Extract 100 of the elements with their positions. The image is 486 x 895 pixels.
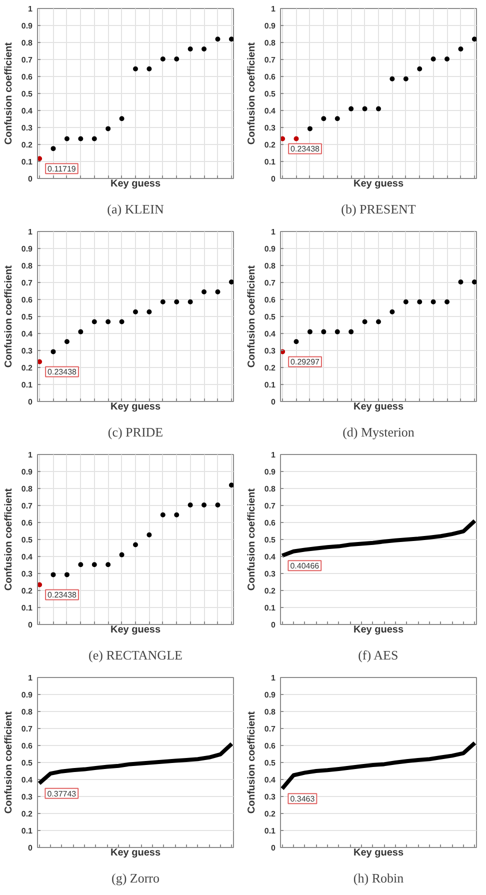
annotation: 0.23438 [48, 590, 78, 600]
y-tick-label: 0.7 [21, 724, 34, 734]
y-tick-label: 0.5 [264, 312, 276, 322]
point [50, 146, 56, 152]
point [215, 36, 220, 42]
point [64, 136, 70, 142]
y-tick-label: 0.6 [21, 296, 34, 304]
point [106, 319, 111, 324]
y-tick-label: 0 [28, 174, 34, 184]
point [106, 562, 111, 568]
text: (a) KLEIN [107, 202, 164, 216]
y-tick-label: 0.6 [264, 742, 276, 750]
y-tick-label: 1 [28, 228, 34, 236]
y-tick-label: 1 [271, 450, 276, 460]
y-axis-title: Confusion coefficient [246, 264, 258, 368]
x-axis-title: Key guess [110, 624, 161, 636]
y-tick-label: 0.3 [21, 570, 34, 578]
y-tick-label: 0.7 [21, 278, 34, 288]
point [50, 572, 56, 578]
point [106, 126, 111, 132]
y-tick-label: 0.5 [21, 312, 34, 322]
y-tick-label: 0 [271, 844, 276, 852]
point [403, 299, 408, 304]
y-tick-label: 0.6 [264, 72, 276, 82]
y-tick-label: 0.2 [21, 810, 34, 818]
y-tick-label: 1 [271, 4, 276, 14]
point [188, 46, 193, 52]
y-tick-label: 0.8 [21, 484, 34, 494]
annotation: 0.37743 [47, 789, 77, 798]
y-tick-label: 0.3 [264, 124, 276, 132]
point [202, 46, 207, 52]
y-tick-label: 0.1 [264, 826, 276, 836]
point [146, 309, 152, 314]
x-axis-title: Key guess [110, 178, 161, 190]
y-axis-title: Confusion coefficient [3, 42, 14, 145]
point [133, 542, 138, 548]
point [307, 126, 312, 132]
y-tick-label: 1 [271, 228, 276, 236]
y-tick-label: 1 [28, 4, 34, 14]
point [294, 136, 299, 142]
y-tick-label: 0.1 [21, 604, 34, 612]
y-tick-label: 1 [271, 674, 276, 682]
y-tick-label: 0.3 [21, 792, 34, 802]
point [280, 136, 286, 142]
y-axis-title: Confusion coefficient [3, 710, 14, 814]
text: (h) Robin [353, 870, 404, 886]
text: (f) AES [358, 648, 398, 662]
point [64, 572, 70, 578]
y-tick-label: 0.5 [21, 758, 34, 768]
x-axis-title: Key guess [353, 624, 404, 636]
y-tick-label: 0.9 [21, 22, 34, 30]
x-axis-title: Key guess [110, 848, 161, 858]
y-tick-label: 0.9 [21, 244, 34, 254]
point [188, 299, 193, 304]
text: (d) Mysterion [342, 424, 415, 440]
y-tick-label: 0.5 [264, 536, 276, 544]
text: (e) RECTANGLE [88, 648, 183, 662]
y-tick-label: 0.7 [264, 724, 276, 734]
y-tick-label: 0.1 [264, 604, 276, 612]
point [334, 116, 340, 122]
y-tick-label: 0 [28, 844, 34, 852]
point [444, 56, 450, 62]
point [430, 56, 436, 62]
point [202, 502, 207, 508]
point [321, 116, 326, 122]
y-tick-label: 0.9 [21, 468, 34, 476]
point [64, 339, 70, 344]
y-tick-label: 0.9 [264, 468, 276, 476]
y-tick-label: 0.4 [21, 330, 34, 338]
annotation: 0.23438 [290, 144, 320, 154]
y-tick-label: 0.2 [21, 364, 34, 372]
point [417, 66, 422, 72]
y-tick-label: 0.2 [21, 140, 34, 150]
y-tick-label: 0 [271, 398, 276, 406]
y-axis-title: Confusion coefficient [246, 42, 258, 145]
point [215, 502, 220, 508]
y-axis-title: Confusion coefficient [246, 488, 258, 591]
text: (b) PRESENT [341, 202, 416, 216]
y-tick-label: 0.1 [21, 158, 34, 166]
y-tick-label: 0.8 [21, 708, 34, 716]
point [160, 512, 166, 518]
point [417, 299, 422, 304]
y-tick-label: 0.4 [21, 776, 34, 784]
y-tick-label: 0 [28, 398, 34, 406]
point [215, 289, 220, 294]
point [202, 289, 207, 294]
y-tick-label: 0.6 [21, 742, 34, 750]
y-tick-label: 0.3 [21, 346, 34, 356]
annotation: 0.23438 [48, 368, 78, 377]
point [92, 562, 97, 568]
x-axis-title: Key guess [353, 402, 404, 412]
y-tick-label: 0.4 [264, 330, 276, 338]
point [458, 279, 464, 284]
annotation: 0.3463 [290, 794, 316, 804]
y-tick-label: 0.1 [21, 826, 34, 836]
y-tick-label: 0.2 [21, 586, 34, 596]
y-tick-label: 0.1 [264, 380, 276, 390]
y-tick-label: 0.3 [264, 570, 276, 578]
point [119, 552, 124, 558]
point [472, 36, 476, 42]
